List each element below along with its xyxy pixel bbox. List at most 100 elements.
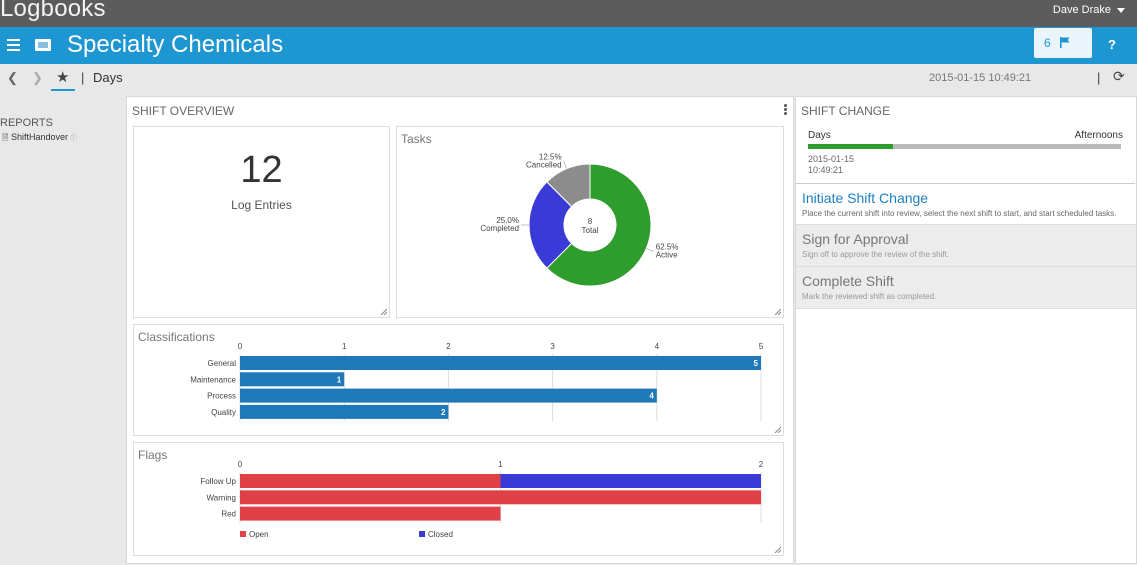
x-tick-label: 3: [550, 342, 555, 351]
divider: [796, 183, 1135, 184]
category-label: General: [208, 359, 237, 368]
donut-value-label: 12.5%: [539, 152, 562, 161]
current-shift: Days: [93, 70, 123, 85]
action-description: Place the current shift into review, sel…: [802, 209, 1117, 218]
shift-progress-bar: [808, 144, 1121, 149]
shift-progress-fill: [808, 144, 893, 149]
flags-title: Flags: [138, 448, 168, 462]
action-description: Mark the reviewed shift as completed.: [802, 292, 937, 301]
report-label: ShiftHandover: [10, 132, 68, 142]
tasks-title: Tasks: [401, 132, 432, 146]
bar-open: [240, 506, 501, 521]
category-label: Warning: [207, 493, 237, 502]
x-tick-label: 0: [238, 342, 243, 351]
nav-separator: |: [81, 70, 85, 85]
user-name: Dave Drake: [1052, 4, 1111, 16]
category-label: Process: [207, 392, 236, 401]
flags-button[interactable]: 6: [1034, 28, 1092, 58]
caret-down-icon: [1117, 7, 1125, 13]
app-title: Logbooks: [0, 0, 106, 22]
flags-card: Flags 0 1 2 Follow Up Warning Red Open Closed: [133, 442, 784, 556]
donut-value-label: 25.0%: [496, 216, 519, 225]
department-title: Specialty Chemicals: [67, 31, 284, 58]
classifications-card: Classifications 0 1 2 3 4 5 General 5 Maintenanc…: [133, 324, 784, 436]
donut-total-value: 8: [588, 217, 593, 226]
log-entries-label: Log Entries: [231, 198, 292, 212]
shift-change-panel: SHIFT CHANGE Days Afternoons 2015-01-15 1…: [795, 96, 1137, 564]
legend-label: Open: [249, 530, 269, 539]
user-menu[interactable]: Dave Drake: [1053, 4, 1125, 16]
bar-value-label: 5: [754, 359, 759, 368]
classifications-title: Classifications: [138, 330, 215, 344]
bar-value-label: 1: [337, 375, 342, 384]
x-tick-label: 4: [655, 342, 660, 351]
bar: [240, 404, 449, 419]
more-options-icon[interactable]: [784, 104, 787, 116]
legend-label: Closed: [428, 530, 453, 539]
current-shift-label: Days: [808, 130, 831, 141]
action-title: Initiate Shift Change: [802, 190, 929, 206]
action-title: Sign for Approval: [802, 231, 909, 247]
bar-value-label: 2: [441, 408, 446, 417]
info-icon: ⓘ: [70, 136, 77, 142]
tasks-card: Tasks 62.5% Active 25.0% Completed 12.5% Canc…: [396, 126, 784, 318]
classifications-bar-chart: 0 1 2 3 4 5 General 5 Maintenance 1 Process 4 Qualit…: [190, 342, 764, 422]
header-bar: Specialty Chemicals: [0, 27, 1137, 64]
donut-name-label: Cancelled: [526, 160, 562, 169]
initiate-shift-change-action[interactable]: Initiate Shift Change Place the current …: [796, 184, 1136, 225]
legend-swatch: [240, 531, 246, 537]
bar: [240, 372, 345, 387]
x-tick-label: 1: [498, 460, 503, 469]
resize-handle-icon[interactable]: [774, 426, 781, 433]
back-icon[interactable]: ❮: [7, 70, 18, 85]
forward-icon[interactable]: ❯: [32, 70, 43, 85]
flags-bar-chart: 0 1 2 Follow Up Warning Red Open Closed: [200, 460, 764, 539]
shift-start-clock: 10:49:21: [808, 165, 844, 175]
donut-leader-line: [563, 161, 567, 169]
sign-for-approval-action[interactable]: Sign for Approval Sign off to approve th…: [796, 225, 1136, 267]
complete-shift-action[interactable]: Complete Shift Mark the reviewed shift a…: [796, 267, 1136, 309]
legend-swatch: [419, 531, 425, 537]
log-entries-count: 12: [240, 149, 283, 191]
donut-slice-cancelled: [546, 163, 591, 208]
x-tick-label: 5: [759, 342, 764, 351]
flag-icon: [1060, 37, 1070, 48]
category-label: Quality: [211, 408, 236, 417]
bar-closed: [500, 474, 761, 488]
resize-handle-icon[interactable]: [774, 308, 781, 315]
bar-open: [240, 474, 501, 488]
department-icon: [35, 39, 51, 51]
bar-open: [240, 490, 761, 505]
donut-name-label: Active: [656, 250, 678, 259]
action-description: Sign off to approve the review of the sh…: [802, 250, 950, 259]
panel-title: SHIFT OVERVIEW: [132, 104, 235, 118]
help-button[interactable]: ?: [1108, 37, 1116, 52]
donut-leader-line: [646, 248, 654, 252]
bar: [240, 356, 761, 370]
resize-handle-icon[interactable]: [774, 546, 781, 553]
x-tick-label: 2: [759, 460, 764, 469]
report-link-shifthandover[interactable]: 🗎 ShiftHandover ⓘ: [2, 132, 77, 146]
shift-overview-panel: SHIFT OVERVIEW 12 Log Entries Tasks 62.5…: [126, 96, 794, 564]
flag-count: 6: [1044, 36, 1051, 50]
action-title: Complete Shift: [802, 273, 894, 289]
favorites-underline: [51, 89, 75, 91]
next-shift-label: Afternoons: [1074, 130, 1123, 141]
category-label: Maintenance: [190, 375, 236, 384]
donut-total-label: Total: [582, 226, 599, 235]
category-label: Red: [221, 510, 236, 519]
top-bar: Logbooks Dave Drake: [0, 0, 1137, 27]
menu-icon[interactable]: [7, 39, 20, 51]
donut-value-label: 62.5%: [656, 242, 679, 251]
nav-bar: ❮ ❯ ★ | Days 2015-01-15 10:49:21 | ⟳: [0, 64, 1137, 92]
shift-start-date: 2015-01-15: [808, 154, 855, 164]
bar-value-label: 4: [649, 392, 654, 401]
tasks-donut-chart: 62.5%Active 25.0%Completed 12.5%Cancelled 8…: [480, 152, 679, 287]
document-icon: 🗎: [2, 133, 9, 142]
resize-handle-icon[interactable]: [380, 308, 387, 315]
refresh-icon[interactable]: ⟳: [1113, 68, 1125, 84]
bar: [240, 388, 657, 403]
star-icon[interactable]: ★: [56, 69, 70, 86]
nav-separator-right: |: [1097, 70, 1101, 85]
x-tick-label: 1: [342, 342, 347, 351]
